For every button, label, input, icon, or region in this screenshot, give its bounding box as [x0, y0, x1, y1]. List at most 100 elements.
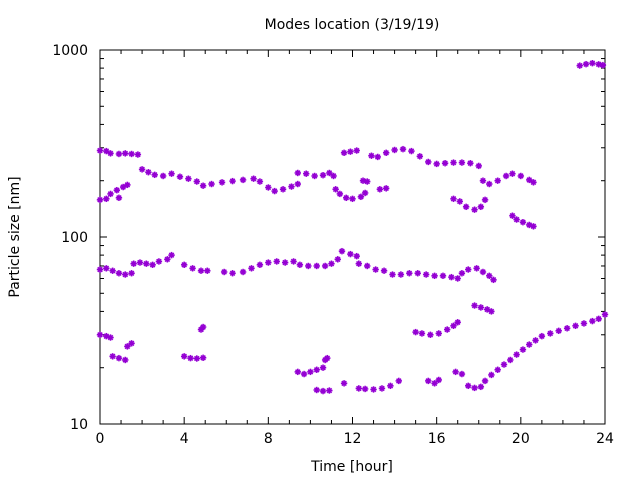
- data-point: [547, 330, 554, 337]
- data-point: [433, 160, 440, 168]
- data-point: [239, 268, 247, 276]
- data-point: [500, 361, 508, 368]
- data-point: [199, 182, 207, 189]
- data-point: [452, 368, 459, 376]
- data-point: [294, 180, 301, 188]
- data-point: [199, 354, 207, 361]
- data-point: [443, 326, 451, 333]
- data-point: [353, 252, 360, 260]
- data-point: [119, 183, 127, 191]
- data-point: [406, 270, 413, 277]
- data-point: [326, 387, 333, 394]
- data-point: [248, 265, 255, 272]
- data-point: [364, 262, 371, 270]
- data-point: [338, 247, 346, 255]
- data-point: [479, 268, 487, 276]
- data-point: [395, 377, 402, 385]
- data-point: [122, 356, 129, 364]
- data-point: [382, 185, 390, 192]
- data-point: [456, 198, 464, 205]
- data-point: [422, 271, 430, 278]
- x-tick-label: 16: [428, 431, 446, 447]
- data-point: [355, 385, 363, 392]
- data-point: [159, 172, 167, 180]
- data-point: [347, 148, 354, 155]
- data-point: [418, 330, 426, 337]
- data-point: [321, 262, 329, 270]
- data-point: [595, 315, 602, 323]
- data-point: [355, 260, 363, 267]
- data-point: [513, 351, 520, 358]
- data-point: [431, 272, 438, 280]
- data-point: [193, 355, 200, 362]
- data-point: [265, 259, 272, 266]
- data-point: [294, 368, 301, 376]
- data-point: [319, 387, 327, 395]
- data-point: [477, 203, 485, 211]
- data-point: [324, 354, 331, 362]
- data-point: [229, 177, 236, 185]
- data-point: [128, 270, 135, 277]
- y-tick-label: 100: [61, 230, 88, 246]
- data-point: [576, 62, 583, 69]
- data-point: [145, 169, 152, 176]
- data-point: [199, 323, 207, 331]
- data-point: [486, 180, 493, 188]
- data-point: [319, 364, 327, 371]
- data-point: [96, 266, 104, 273]
- data-point: [368, 152, 375, 159]
- x-tick-label: 4: [180, 431, 189, 447]
- data-point: [265, 184, 272, 191]
- data-point: [96, 331, 104, 338]
- data-point: [115, 270, 123, 277]
- data-point: [479, 177, 487, 184]
- data-point: [490, 276, 497, 284]
- data-point: [193, 178, 200, 185]
- data-point: [454, 319, 461, 326]
- data-point: [439, 272, 447, 280]
- data-point: [349, 195, 356, 203]
- data-point: [256, 261, 264, 269]
- data-point: [462, 203, 470, 211]
- data-point: [391, 146, 398, 154]
- y-tick-label: 10: [70, 417, 88, 433]
- data-point: [239, 176, 247, 184]
- data-point: [176, 173, 184, 180]
- data-point: [364, 178, 371, 185]
- x-tick-label: 0: [96, 431, 105, 447]
- data-point: [180, 353, 188, 360]
- data-point: [122, 150, 129, 157]
- data-point: [555, 327, 562, 335]
- data-point: [502, 172, 510, 180]
- data-point: [387, 382, 394, 390]
- data-point: [155, 258, 163, 265]
- data-point: [340, 149, 348, 157]
- data-point: [115, 150, 123, 158]
- data-point: [374, 153, 381, 161]
- data-point: [582, 60, 590, 68]
- x-axis-label: Time [hour]: [310, 459, 393, 475]
- data-point: [122, 271, 129, 278]
- data-point: [180, 261, 188, 269]
- data-point: [96, 196, 104, 204]
- data-point: [517, 172, 525, 180]
- data-point: [519, 346, 527, 353]
- data-point: [458, 270, 466, 277]
- data-point: [197, 267, 205, 274]
- data-point: [471, 384, 478, 392]
- data-point: [473, 265, 480, 272]
- data-point: [124, 343, 131, 350]
- data-point: [326, 169, 333, 177]
- data-point: [427, 331, 434, 338]
- data-point: [334, 256, 341, 263]
- data-point: [530, 179, 537, 186]
- data-point: [389, 271, 396, 278]
- data-point: [250, 175, 257, 182]
- data-point: [435, 330, 442, 337]
- data-point: [168, 251, 175, 259]
- data-point: [448, 273, 455, 281]
- data-point: [107, 150, 114, 157]
- data-point: [187, 354, 194, 362]
- data-point: [256, 178, 264, 185]
